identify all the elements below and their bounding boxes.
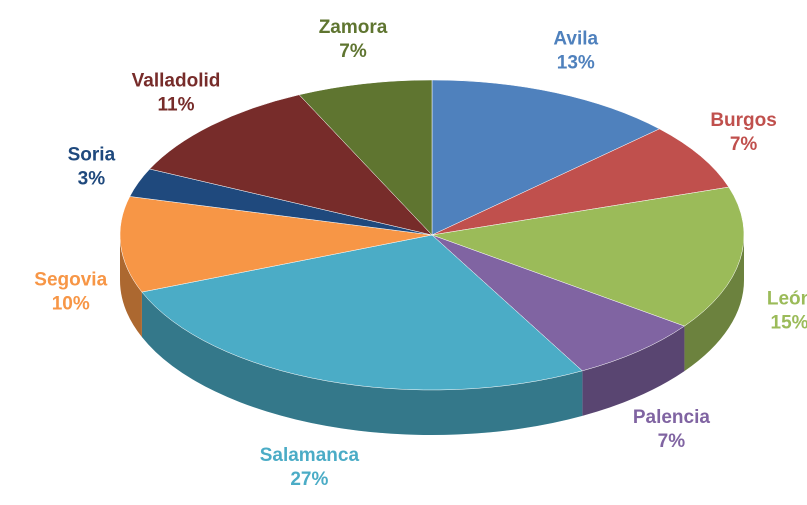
slice-label: Palencia xyxy=(633,407,711,428)
slice-label: Burgos xyxy=(710,110,777,131)
slice-label: León xyxy=(767,288,807,309)
slice-side-shade xyxy=(684,235,744,372)
slice-label: Zamora xyxy=(319,17,388,38)
slice xyxy=(149,94,433,236)
slice-label: Avila xyxy=(553,28,598,49)
slice xyxy=(119,196,433,293)
slice-side xyxy=(141,292,583,435)
slice-side xyxy=(120,235,142,338)
slice-side xyxy=(582,326,685,416)
slice-value-label: 27% xyxy=(290,469,328,490)
slice xyxy=(431,79,660,236)
slice xyxy=(431,234,685,372)
slice-value-label: 7% xyxy=(339,41,367,62)
slice xyxy=(431,186,745,327)
slice xyxy=(431,128,730,236)
slice-value-label: 7% xyxy=(730,134,758,155)
slice xyxy=(141,234,583,391)
slice-value-label: 7% xyxy=(658,431,686,452)
slice-value-label: 10% xyxy=(52,294,90,315)
slice-side-shade xyxy=(141,292,583,435)
slice-side-shade xyxy=(582,326,685,416)
slice-value-label: 11% xyxy=(158,95,195,116)
slice-value-label: 15% xyxy=(771,312,807,333)
slice-label: Soria xyxy=(68,144,116,165)
slice-value-label: 13% xyxy=(557,52,595,73)
slice-value-label: 3% xyxy=(78,168,106,189)
slice-label: Valladolid xyxy=(132,71,221,92)
slice-label: Segovia xyxy=(34,270,107,291)
slice-label: Salamanca xyxy=(260,445,360,466)
slice-side-shade xyxy=(120,235,142,338)
slice xyxy=(298,79,433,236)
slice-side xyxy=(684,235,744,372)
